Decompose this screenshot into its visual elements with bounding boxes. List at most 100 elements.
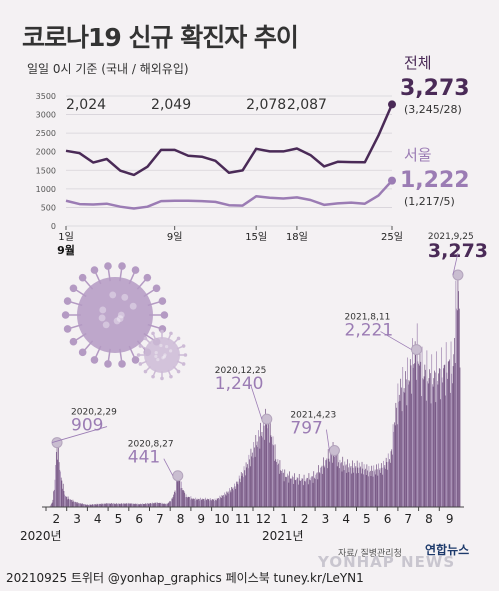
x-tick-label: 8 xyxy=(177,512,185,526)
virus-texture xyxy=(154,350,158,355)
virus-spike-tip xyxy=(160,329,164,334)
virus-texture xyxy=(154,354,158,359)
series-name-seoul: 서울 xyxy=(404,146,432,164)
peak-marker xyxy=(172,470,184,482)
virus-spike-tip xyxy=(160,311,169,319)
virus-texture xyxy=(129,302,137,310)
peak-marker xyxy=(261,413,273,425)
peak-date-label: 2021,9,25 xyxy=(428,232,474,242)
virus-spike-tip xyxy=(118,262,126,270)
virus-spike-tip xyxy=(131,266,140,274)
virus-texture xyxy=(102,321,110,329)
page-title: 코로나19 신규 확진자 추이 xyxy=(22,23,299,52)
peak-date-label: 2020,2,29 xyxy=(71,408,117,418)
virus-texture xyxy=(162,355,167,359)
x-tick-label: 11 xyxy=(235,512,250,526)
x-tick-label: 7 xyxy=(404,512,412,526)
x-tick-label: 18일 xyxy=(286,231,308,243)
peak-leader xyxy=(326,429,330,451)
x-tick-label: 2 xyxy=(301,512,309,526)
x-tick-label: 1일 xyxy=(58,231,74,243)
virus-texture xyxy=(109,291,117,299)
virus-texture xyxy=(121,293,129,301)
x-tick-label: 9 xyxy=(197,512,205,526)
series-final-seoul: 1,222 xyxy=(400,168,470,193)
virus-texture xyxy=(168,349,173,353)
virus-spike-tip xyxy=(78,273,87,282)
y-tick-label: 3000 xyxy=(36,111,56,120)
x-tick-label: 7 xyxy=(156,512,164,526)
virus-texture xyxy=(163,353,167,357)
virus-texture xyxy=(159,343,163,348)
virus-body xyxy=(77,277,153,353)
peak-marker xyxy=(51,437,63,449)
x-tick-label: 25일 xyxy=(381,231,403,243)
x-tick-label: 8 xyxy=(425,512,433,526)
virus-spike-tip xyxy=(143,336,148,341)
value-label: 2,024 xyxy=(66,97,106,113)
y-tick-label: 2000 xyxy=(36,148,56,157)
virus-spike-tip xyxy=(181,362,186,366)
year-label: 2021년 xyxy=(262,529,304,543)
x-tick-label: 5 xyxy=(363,512,371,526)
virus-spike-tip xyxy=(181,344,186,348)
virus-spike-tip xyxy=(143,369,148,374)
x-tick-label: 9일 xyxy=(167,231,183,243)
x-tick-label: 9 xyxy=(446,512,454,526)
peak-value-label: 1,240 xyxy=(215,374,264,394)
x-tick-label: 2 xyxy=(53,512,61,526)
end-point xyxy=(388,100,396,109)
virus-texture xyxy=(165,345,169,349)
x-tick-label: 4 xyxy=(342,512,350,526)
x-tick-label: 3 xyxy=(322,512,330,526)
peak-value-label: 441 xyxy=(128,448,160,468)
value-label: 2,087 xyxy=(287,97,327,113)
series-line-national xyxy=(65,103,394,177)
virus-texture xyxy=(113,317,121,325)
x-tick-label: 3 xyxy=(73,512,81,526)
virus-texture xyxy=(161,356,165,360)
x-tick-label: 5 xyxy=(115,512,123,526)
year-label: 2020년 xyxy=(20,529,62,543)
x-tick-label: 4 xyxy=(94,512,102,526)
peak-date-label: 2021,4,23 xyxy=(290,411,336,421)
virus-spike-tip xyxy=(69,284,78,293)
value-label: 2,078 xyxy=(246,97,286,113)
series-name-national: 전체 xyxy=(404,54,432,72)
series-detail-national: (3,245/28) xyxy=(404,103,462,116)
watermark: YONHAP NEWS xyxy=(318,553,456,571)
virus-texture xyxy=(156,358,160,362)
virus-spike-tip xyxy=(63,297,72,305)
y-tick-label: 3500 xyxy=(36,92,56,101)
value-label: 2,049 xyxy=(151,97,191,113)
peak-leader xyxy=(250,384,263,420)
peak-marker xyxy=(411,344,423,356)
x-tick-label: 6 xyxy=(135,512,143,526)
virus-spike-tip xyxy=(131,356,140,364)
y-tick-label: 500 xyxy=(41,203,56,212)
peak-leader xyxy=(163,458,174,476)
y-tick-label: 0 xyxy=(51,222,56,231)
peak-date-label: 2021,8,11 xyxy=(345,313,391,323)
virus-spike-tip xyxy=(176,336,181,341)
virus-spike-tip xyxy=(63,325,72,333)
virus-spike-tip xyxy=(90,356,99,364)
virus-spike-tip xyxy=(61,311,70,319)
source-note: 자료/ 질병관리청 xyxy=(338,549,402,559)
line-chart: 0 500 1000 1500 2000 2500 3000 3500 1일 9일 15일 18일 25… xyxy=(36,54,470,257)
y-tick-label: 2500 xyxy=(36,129,56,138)
peak-value-label: 797 xyxy=(290,419,322,439)
peak-date-label: 2020,8,27 xyxy=(128,440,174,450)
virus-spike-tip xyxy=(136,353,141,357)
x-tick-label: 6 xyxy=(384,512,392,526)
virus-spike-tip xyxy=(138,362,143,366)
x-month-label: 9월 xyxy=(57,243,75,257)
virus-spike-tip xyxy=(69,337,78,346)
peak-leader xyxy=(452,252,459,276)
chart-subtitle: 일일 0시 기준 (국내 / 해외유입) xyxy=(27,62,189,76)
virus-spike-tip xyxy=(160,376,164,381)
footer-credit: 20210925 트위터 @yonhap_graphics 페이스북 tuney… xyxy=(6,571,364,585)
peak-leader xyxy=(51,426,108,443)
virus-spike-tip xyxy=(78,348,87,357)
